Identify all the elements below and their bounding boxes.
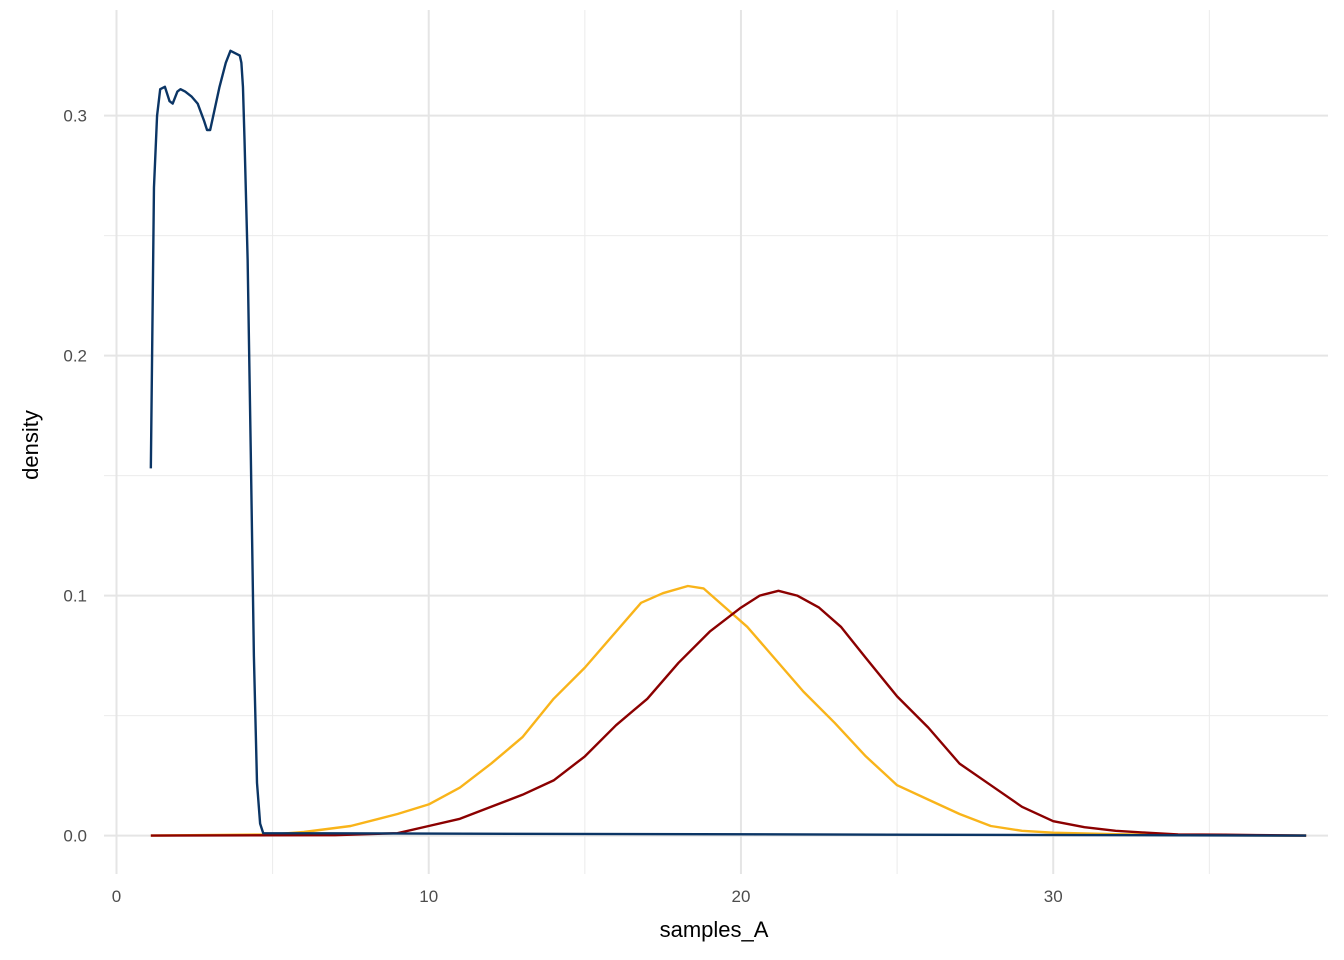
y-tick-label: 0.0	[63, 827, 87, 846]
density-line-2	[150, 589, 1307, 837]
x-tick-label: 20	[732, 887, 751, 906]
x-tick-label: 0	[112, 887, 121, 906]
density-line-1	[150, 584, 1307, 837]
y-tick-label: 0.1	[63, 587, 87, 606]
density-line-3	[149, 49, 1307, 837]
x-tick-label: 10	[419, 887, 438, 906]
y-tick-labels: 0.0 0.1 0.2 0.3	[63, 107, 87, 846]
density-series	[149, 49, 1307, 837]
x-tick-label: 30	[1044, 887, 1063, 906]
y-axis-title: density	[18, 410, 43, 480]
y-tick-label: 0.3	[63, 107, 87, 126]
x-axis-title: samples_A	[660, 917, 769, 942]
y-tick-label: 0.2	[63, 347, 87, 366]
grid-lines	[104, 10, 1328, 874]
x-tick-labels: 0 10 20 30	[112, 887, 1063, 906]
